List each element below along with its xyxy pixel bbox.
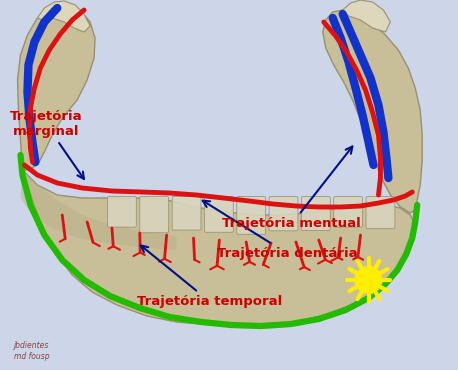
FancyBboxPatch shape [237, 196, 266, 234]
Text: Trajetória dentária: Trajetória dentária [203, 201, 358, 260]
Polygon shape [38, 1, 90, 32]
Polygon shape [17, 5, 95, 170]
FancyBboxPatch shape [140, 196, 169, 233]
FancyBboxPatch shape [334, 196, 363, 227]
Text: jbdientes
md fousp: jbdientes md fousp [14, 342, 49, 361]
FancyBboxPatch shape [366, 196, 395, 229]
Text: Trajetória mentual: Trajetória mentual [223, 147, 361, 231]
Polygon shape [343, 0, 390, 32]
FancyBboxPatch shape [301, 196, 330, 231]
Text: Trajetória temporal: Trajetória temporal [137, 246, 283, 308]
Polygon shape [22, 170, 415, 326]
Text: Trajetória
marginal: Trajetória marginal [10, 110, 84, 179]
FancyBboxPatch shape [108, 196, 136, 227]
Polygon shape [21, 170, 177, 250]
FancyBboxPatch shape [269, 196, 298, 231]
FancyBboxPatch shape [204, 196, 233, 232]
Polygon shape [323, 10, 422, 213]
FancyBboxPatch shape [172, 196, 201, 230]
